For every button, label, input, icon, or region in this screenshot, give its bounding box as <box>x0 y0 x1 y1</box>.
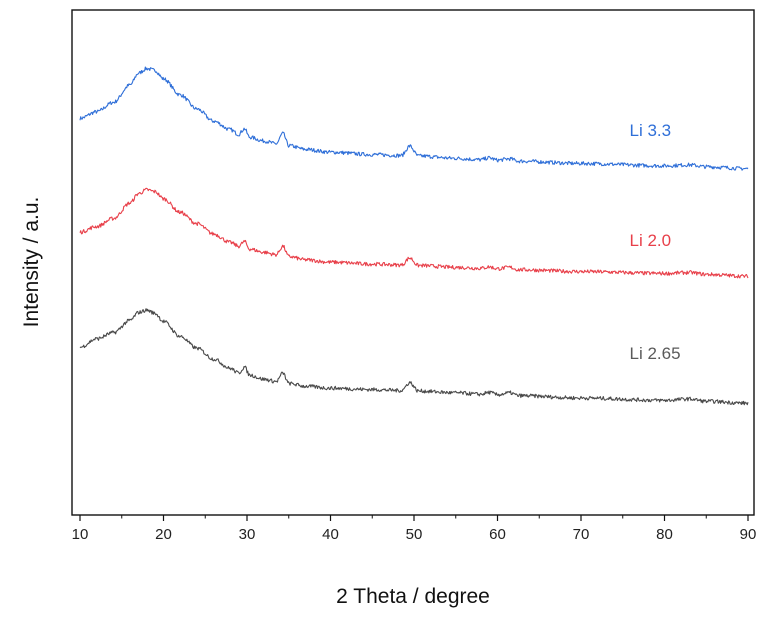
series-line-li-2-0 <box>79 187 749 279</box>
x-ticks <box>79 515 749 521</box>
series-label: Li 2.0 <box>630 231 672 250</box>
x-tick-label: 90 <box>740 526 757 543</box>
x-tick-label: 70 <box>573 526 590 543</box>
x-axis-title: 2 Theta / degree <box>336 585 490 608</box>
y-axis-title: Intensity / a.u. <box>20 197 43 328</box>
series-labels: Li 3.3 Li 2.0 Li 2.65 <box>630 121 681 363</box>
series-line-li-2-65 <box>79 308 749 406</box>
series-label: Li 2.65 <box>630 344 681 363</box>
x-tick-label: 20 <box>155 526 172 543</box>
x-tick-label: 30 <box>239 526 256 543</box>
x-tick-label: 50 <box>406 526 423 543</box>
x-tick-label: 80 <box>656 526 673 543</box>
series-layer <box>79 66 749 406</box>
series-label: Li 3.3 <box>630 121 672 140</box>
plot-frame <box>71 9 755 516</box>
x-tick-labels: 10 20 30 40 50 60 70 80 90 <box>72 526 757 543</box>
x-tick-label: 10 <box>72 526 89 543</box>
x-tick-label: 40 <box>322 526 339 543</box>
series-line-li-3-3 <box>79 66 749 171</box>
x-tick-label: 60 <box>489 526 506 543</box>
